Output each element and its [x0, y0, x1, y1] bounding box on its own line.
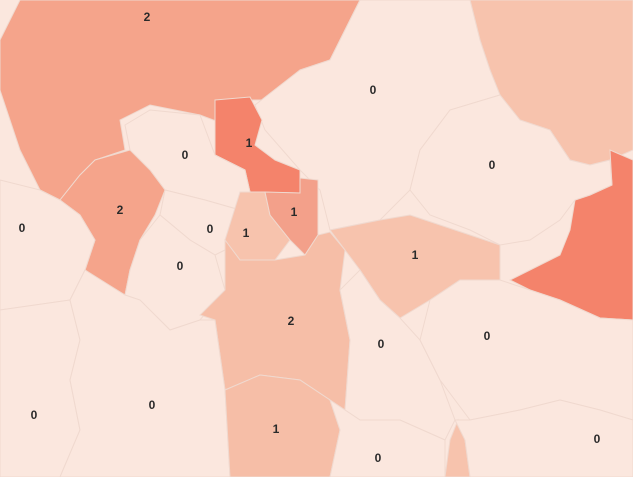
- region-count-label: 0: [374, 451, 382, 465]
- region-count-label: 0: [369, 83, 377, 97]
- region-count-label: 0: [176, 259, 184, 273]
- region-count-label: 0: [181, 148, 189, 162]
- region-count-label: 1: [272, 422, 280, 436]
- region-count-label: 2: [143, 10, 151, 24]
- map-region[interactable]: [0, 299, 81, 477]
- region-count-label: 2: [287, 314, 295, 328]
- map-region[interactable]: [329, 398, 446, 477]
- region-count-label: 0: [148, 398, 156, 412]
- region-count-label: 2: [116, 203, 124, 217]
- map-region[interactable]: [454, 399, 633, 477]
- region-count-label: 0: [18, 221, 26, 235]
- region-count-label: 1: [411, 248, 419, 262]
- region-count-label: 0: [30, 408, 38, 422]
- region-count-label: 0: [593, 432, 601, 446]
- region-count-label: 0: [483, 329, 491, 343]
- map-region[interactable]: [59, 269, 231, 477]
- region-count-label: 1: [242, 226, 250, 240]
- region-count-label: 0: [377, 337, 385, 351]
- map-region[interactable]: [409, 94, 613, 246]
- region-count-label: 0: [488, 158, 496, 172]
- map-region[interactable]: [339, 269, 456, 441]
- region-count-label: 0: [206, 222, 214, 236]
- region-count-label: 1: [245, 136, 253, 150]
- region-count-label: 1: [290, 205, 298, 219]
